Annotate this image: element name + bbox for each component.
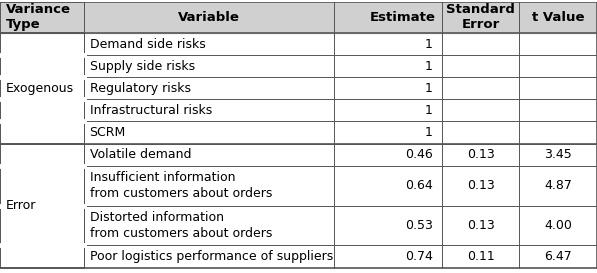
Text: 0.64: 0.64 bbox=[405, 179, 433, 192]
Text: 0.46: 0.46 bbox=[405, 148, 433, 161]
Text: 0.13: 0.13 bbox=[467, 179, 494, 192]
Text: Poor logistics performance of suppliers: Poor logistics performance of suppliers bbox=[90, 250, 333, 263]
Text: 1: 1 bbox=[425, 82, 433, 95]
Text: 1: 1 bbox=[425, 60, 433, 73]
Text: Exogenous: Exogenous bbox=[6, 82, 74, 95]
Text: 1: 1 bbox=[425, 104, 433, 117]
Text: Insufficient information
from customers about orders: Insufficient information from customers … bbox=[90, 171, 272, 200]
Text: SCRM: SCRM bbox=[90, 126, 126, 139]
Text: Demand side risks: Demand side risks bbox=[90, 38, 205, 51]
Text: Infrastructural risks: Infrastructural risks bbox=[90, 104, 212, 117]
Text: 4.00: 4.00 bbox=[544, 219, 572, 232]
Text: 6.47: 6.47 bbox=[544, 250, 572, 263]
Text: 0.74: 0.74 bbox=[405, 250, 433, 263]
Text: t Value: t Value bbox=[532, 11, 584, 24]
Text: Regulatory risks: Regulatory risks bbox=[90, 82, 190, 95]
Text: 1: 1 bbox=[425, 38, 433, 51]
Text: 0.13: 0.13 bbox=[467, 148, 494, 161]
Text: Volatile demand: Volatile demand bbox=[90, 148, 191, 161]
Text: Standard
Error: Standard Error bbox=[446, 4, 515, 31]
Text: 3.45: 3.45 bbox=[544, 148, 572, 161]
Text: Distorted information
from customers about orders: Distorted information from customers abo… bbox=[90, 211, 272, 240]
Text: 0.13: 0.13 bbox=[467, 219, 494, 232]
Text: Variance
Type: Variance Type bbox=[6, 4, 71, 31]
Text: 1: 1 bbox=[425, 126, 433, 139]
Text: 0.11: 0.11 bbox=[467, 250, 494, 263]
Text: Error: Error bbox=[6, 199, 36, 212]
Text: 4.87: 4.87 bbox=[544, 179, 572, 192]
Text: Supply side risks: Supply side risks bbox=[90, 60, 195, 73]
Text: Variable: Variable bbox=[178, 11, 240, 24]
Text: Estimate: Estimate bbox=[370, 11, 436, 24]
Text: 0.53: 0.53 bbox=[405, 219, 433, 232]
